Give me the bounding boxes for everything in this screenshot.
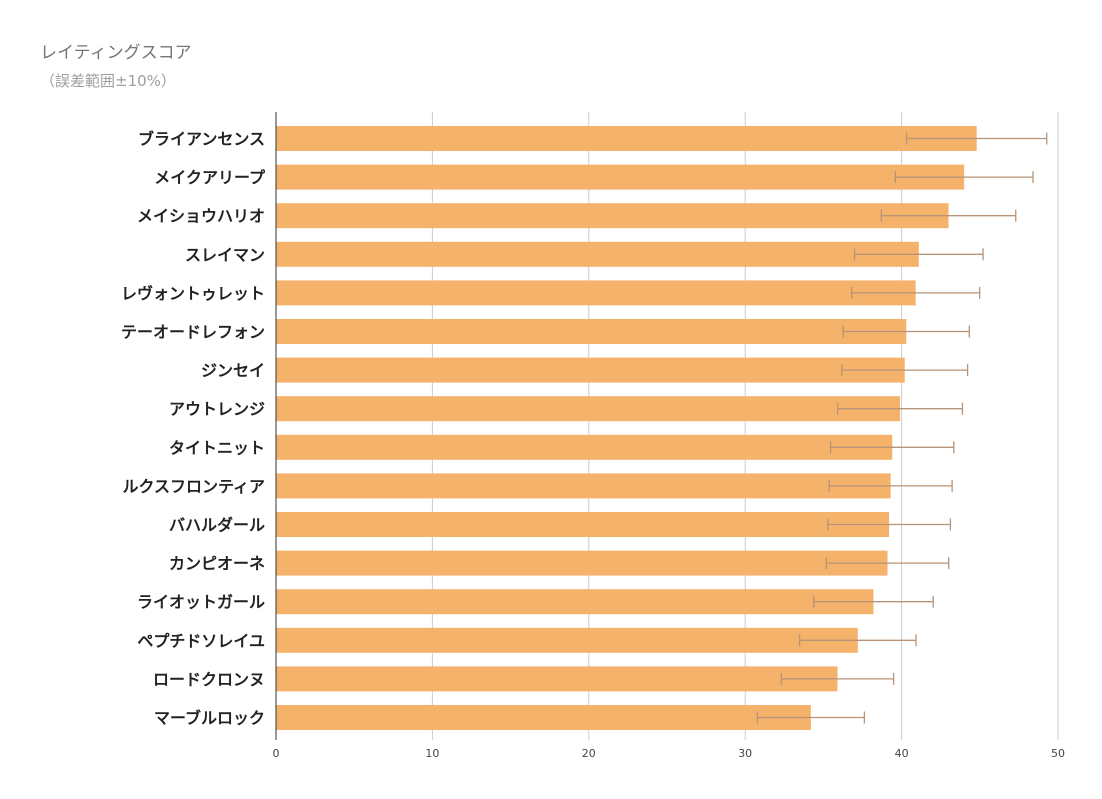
x-tick-label-20: 20 — [582, 747, 596, 760]
bar-10 — [276, 512, 890, 537]
category-label-3: スレイマン — [185, 245, 265, 264]
category-label-6: ジンセイ — [201, 361, 265, 380]
bar-14 — [276, 666, 838, 692]
error-bar-7 — [836, 402, 964, 415]
chart-subtitle: （誤差範囲±10%） — [40, 72, 176, 90]
x-tick-label-30: 30 — [738, 747, 752, 760]
bar-7 — [276, 396, 901, 422]
error-bar-4 — [851, 286, 981, 299]
category-label-5: テーオードレフォン — [121, 323, 265, 342]
error-bar-13 — [798, 634, 917, 647]
bar-13 — [276, 627, 858, 653]
category-label-10: バハルダール — [169, 516, 265, 535]
category-label-14: ロードクロンヌ — [153, 670, 265, 689]
x-tick-label-10: 10 — [425, 747, 439, 760]
category-labels-group: ブライアンセンスメイクアリープメイショウハリオスレイマンレヴォントゥレットテーオ… — [121, 130, 266, 728]
category-label-15: マーブルロック — [154, 709, 265, 728]
tick-labels-group: 0 10 20 30 40 50 — [273, 747, 1066, 760]
category-label-12: ライオットガール — [137, 593, 265, 612]
error-bar-9 — [828, 479, 953, 492]
error-bar-14 — [780, 672, 895, 685]
error-bars-group — [756, 132, 1048, 724]
x-tick-label-0: 0 — [273, 747, 280, 760]
bar-2 — [276, 203, 949, 229]
error-bar-0 — [905, 132, 1048, 145]
error-bar-2 — [880, 209, 1017, 222]
bar-0 — [276, 126, 977, 151]
category-label-13: ペプチドソレイユ — [137, 631, 265, 650]
error-bar-5 — [842, 325, 970, 338]
bar-5 — [276, 319, 907, 344]
bar-9 — [276, 473, 891, 499]
bars-group — [276, 126, 977, 730]
error-bar-6 — [841, 364, 969, 377]
error-bar-15 — [756, 711, 866, 724]
bar-1 — [276, 164, 965, 190]
error-bar-3 — [853, 248, 984, 261]
error-bar-11 — [825, 557, 950, 570]
chart-title: レイティングスコア — [40, 43, 192, 63]
category-label-7: アウトレンジ — [169, 400, 265, 419]
category-label-8: タイトニット — [169, 438, 265, 457]
error-bar-1 — [894, 171, 1034, 184]
category-label-9: ルクスフロンティア — [122, 477, 265, 496]
category-label-4: レヴォントゥレット — [121, 284, 265, 303]
bar-4 — [276, 280, 916, 306]
bar-6 — [276, 357, 905, 383]
bar-15 — [276, 705, 811, 730]
category-label-2: メイショウハリオ — [137, 207, 265, 226]
error-bar-8 — [829, 441, 955, 454]
x-tick-label-50: 50 — [1051, 747, 1065, 760]
x-tick-label-40: 40 — [895, 747, 909, 760]
category-label-1: メイクアリープ — [154, 168, 266, 187]
category-label-11: カンピオーネ — [169, 554, 265, 573]
bar-8 — [276, 434, 893, 460]
bar-11 — [276, 550, 888, 576]
category-label-0: ブライアンセンス — [138, 130, 265, 149]
bar-3 — [276, 241, 919, 267]
error-bar-12 — [813, 595, 934, 608]
error-bar-10 — [827, 518, 952, 531]
bar-12 — [276, 589, 874, 615]
